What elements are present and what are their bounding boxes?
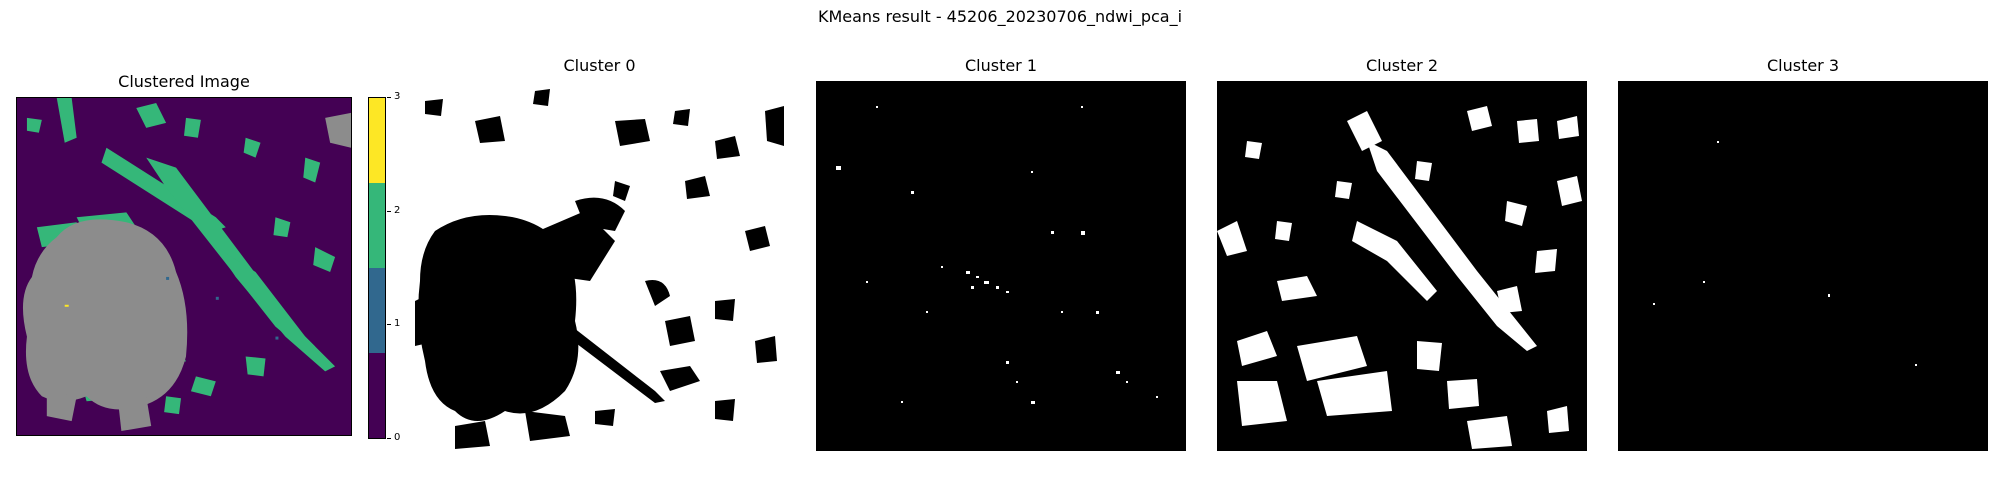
panel-title-cluster-1: Cluster 1 — [964, 56, 1038, 75]
cluster-3-mask-image — [1618, 81, 1988, 451]
panel-title-cluster-3: Cluster 3 — [1766, 56, 1840, 75]
clustered-image — [16, 97, 352, 436]
panel-title-cluster-0: Cluster 0 — [563, 56, 636, 75]
cluster-0-mask-image — [415, 81, 784, 451]
cluster-2-mask-image — [1217, 81, 1587, 451]
panel-title-cluster-2: Cluster 2 — [1365, 56, 1439, 75]
cluster-1-mask-image — [816, 81, 1186, 451]
colorbar-tick-3: 3 — [394, 91, 401, 102]
colorbar — [368, 97, 386, 439]
colorbar-tick-2: 2 — [394, 205, 401, 216]
colorbar-tick-0: 0 — [394, 432, 401, 443]
colorbar-tick-1: 1 — [394, 318, 401, 329]
figure-title: KMeans result - 45206_20230706_ndwi_pca_… — [817, 7, 1183, 26]
panel-title-clustered-image: Clustered Image — [118, 72, 250, 91]
